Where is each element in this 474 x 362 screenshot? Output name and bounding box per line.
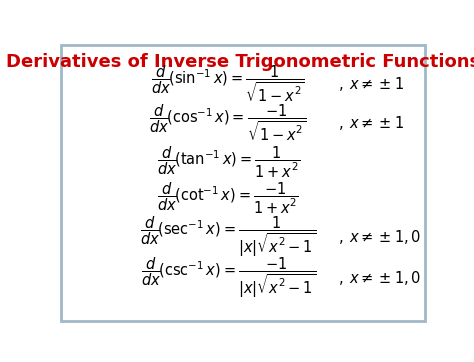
Text: $,\; x \neq \pm 1$: $,\; x \neq \pm 1$: [338, 114, 404, 132]
Text: $,\; x \neq \pm 1, 0$: $,\; x \neq \pm 1, 0$: [338, 228, 422, 246]
Text: $,\; x \neq \pm 1, 0$: $,\; x \neq \pm 1, 0$: [338, 269, 422, 287]
FancyBboxPatch shape: [61, 45, 425, 321]
Text: $,\; x \neq \pm 1$: $,\; x \neq \pm 1$: [338, 75, 404, 93]
Text: Derivatives of Inverse Trigonometric Functions: Derivatives of Inverse Trigonometric Fun…: [6, 53, 474, 71]
Text: $\dfrac{d}{dx}\!\left(\csc^{-1}x\right) = \dfrac{-1}{|x|\sqrt{x^2-1}}$: $\dfrac{d}{dx}\!\left(\csc^{-1}x\right) …: [141, 255, 316, 300]
Text: $\dfrac{d}{dx}\!\left(\tan^{-1}x\right) = \dfrac{1}{1+x^2}$: $\dfrac{d}{dx}\!\left(\tan^{-1}x\right) …: [157, 144, 300, 180]
Text: $\dfrac{d}{dx}\!\left(\sec^{-1}x\right) = \dfrac{1}{|x|\sqrt{x^2-1}}$: $\dfrac{d}{dx}\!\left(\sec^{-1}x\right) …: [140, 215, 316, 260]
Text: $\dfrac{d}{dx}\!\left(\sin^{-1}x\right) = \dfrac{1}{\sqrt{1-x^2}}$: $\dfrac{d}{dx}\!\left(\sin^{-1}x\right) …: [151, 64, 305, 104]
Text: $\dfrac{d}{dx}\!\left(\cot^{-1}x\right) = \dfrac{-1}{1+x^2}$: $\dfrac{d}{dx}\!\left(\cot^{-1}x\right) …: [157, 181, 299, 216]
Text: $\dfrac{d}{dx}\!\left(\cos^{-1}x\right) = \dfrac{-1}{\sqrt{1-x^2}}$: $\dfrac{d}{dx}\!\left(\cos^{-1}x\right) …: [149, 103, 307, 143]
